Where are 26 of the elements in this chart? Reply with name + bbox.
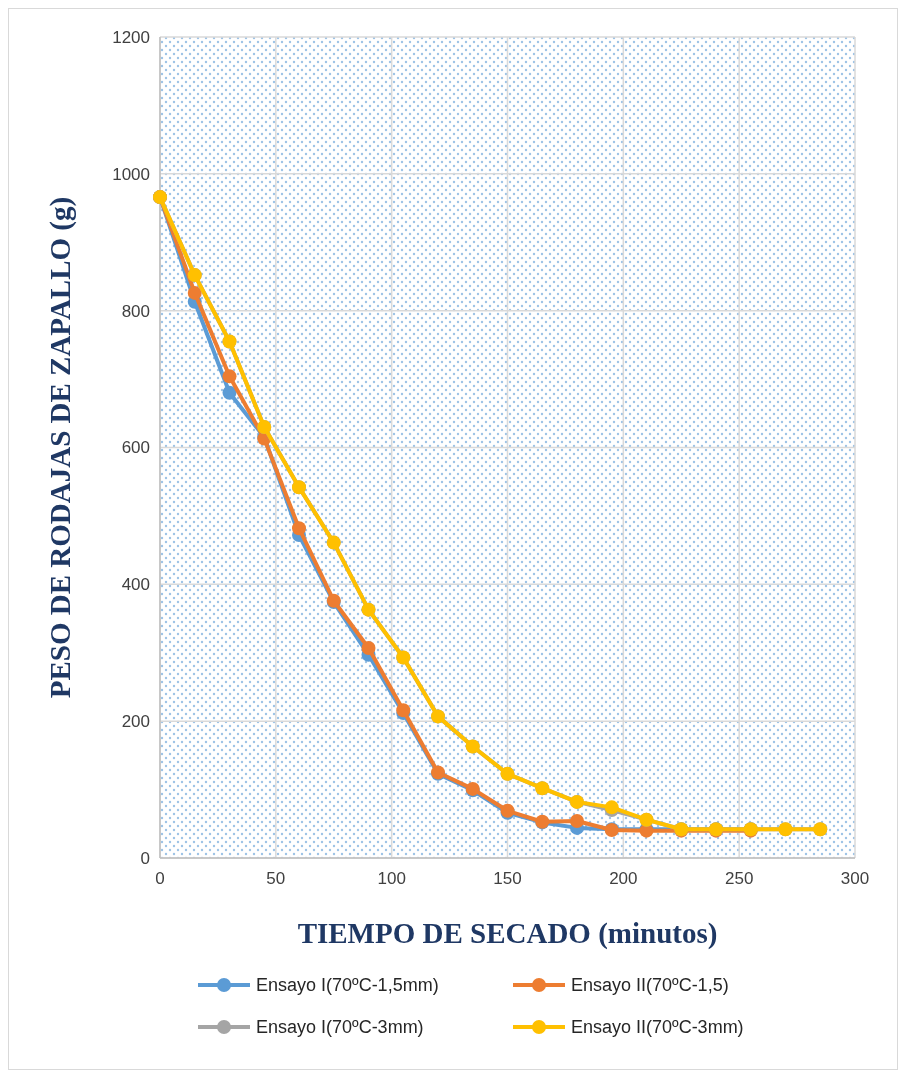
legend-label: Ensayo I(70ºC-3mm) xyxy=(256,1017,424,1038)
x-tick-label: 50 xyxy=(266,869,286,888)
point xyxy=(222,369,237,384)
x-tick-label: 100 xyxy=(377,869,406,888)
legend-label: Ensayo II(70ºC-3mm) xyxy=(571,1017,744,1038)
point xyxy=(570,814,584,829)
point xyxy=(222,385,237,400)
y-axis-title: PESO DE RODAJAS DE ZAPALLO (g) xyxy=(44,196,77,699)
y-tick-label: 800 xyxy=(121,301,150,321)
x-tick-label: 200 xyxy=(609,869,638,888)
point xyxy=(187,285,202,300)
y-tick-label: 400 xyxy=(121,575,150,595)
x-tick-label: 300 xyxy=(840,869,870,888)
y-tick-label: 0 xyxy=(140,848,150,868)
x-axis-title: TIEMPO DE SECADO (minutos) xyxy=(297,917,718,950)
x-tick-label: 0 xyxy=(155,869,165,888)
point xyxy=(292,521,306,536)
y-tick-label: 1000 xyxy=(112,164,150,184)
y-tick-label: 1200 xyxy=(112,27,150,47)
x-tick-label: 250 xyxy=(724,869,754,888)
legend-label: Ensayo I(70ºC-1,5mm) xyxy=(256,975,439,996)
y-tick-label: 200 xyxy=(121,712,150,732)
legend-label: Ensayo II(70ºC-1,5) xyxy=(571,975,729,996)
point xyxy=(361,640,376,655)
x-tick-label: 150 xyxy=(493,869,522,888)
y-tick-label: 600 xyxy=(121,438,150,458)
